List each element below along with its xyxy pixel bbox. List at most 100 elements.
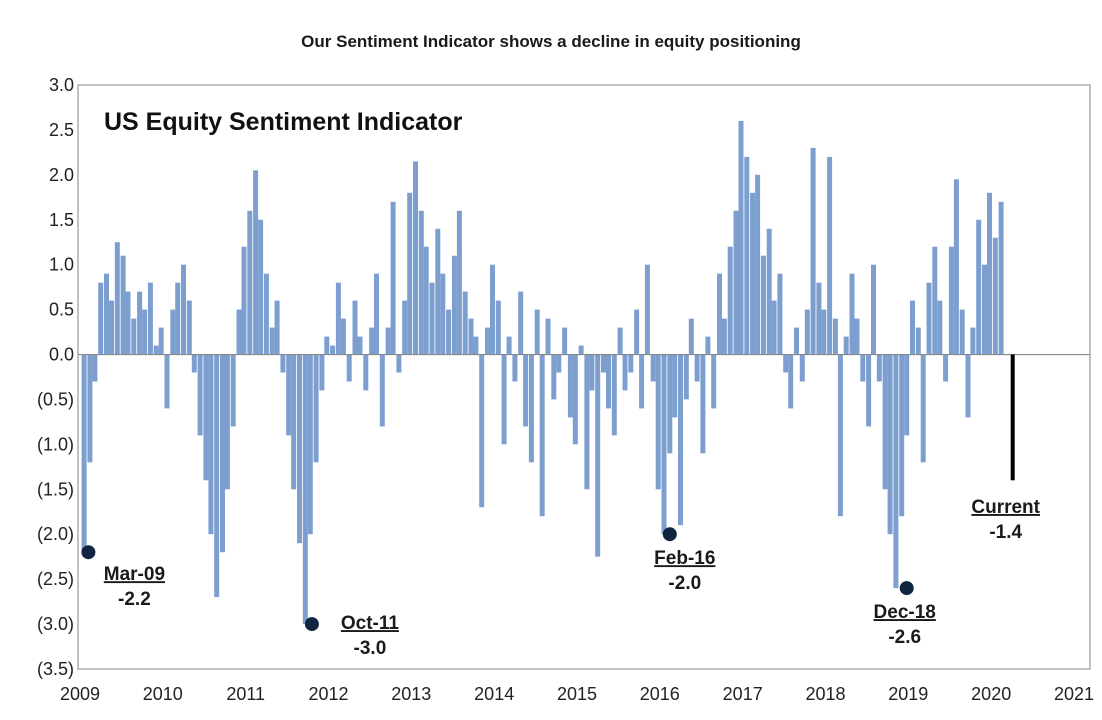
data-bar [114,242,120,355]
data-bar [777,273,783,355]
data-bar [578,345,584,355]
data-bar [203,354,209,481]
annotation-value: -2.0 [668,573,701,594]
data-bar [220,354,225,553]
data-bar [688,318,694,355]
annotation-value: -3.0 [354,638,387,659]
current-value-bar [1010,354,1015,481]
chart-title: Our Sentiment Indicator shows a decline … [301,32,801,51]
y-tick-label: 2.0 [49,165,74,185]
data-bar [904,354,910,436]
data-bar [915,327,921,355]
data-bar [125,291,131,355]
data-bar [258,219,264,355]
x-tick-label: 2013 [391,684,431,704]
data-bar [109,300,114,355]
data-bar [253,170,259,355]
data-bar [700,354,706,454]
y-axis-ticks: 3.0 2.5 2.0 1.5 1.0 0.5 0.0 (0.5) (1.0) (1.5) (2.0… [37,75,74,679]
y-tick-label: 2.5 [49,120,74,140]
data-bar [164,354,170,409]
data-bar [506,336,512,355]
data-bar [893,354,899,589]
data-bar [485,327,490,355]
data-bar [468,318,474,355]
annotations-layer: Mar-09 -2.2 Oct-11 -3.0 Feb-16 -2.0 Dec-18 -2.6… [81,497,1041,659]
data-bar [435,228,441,355]
data-bar [755,174,761,355]
bars-layer [81,120,1004,624]
data-bar [721,318,727,355]
data-bar [523,354,529,427]
x-tick-label: 2012 [308,684,348,704]
data-bar [545,318,551,355]
data-bar [932,246,938,355]
data-bar [462,291,468,355]
y-tick-label: 1.0 [49,255,74,275]
data-bar [297,354,302,544]
data-bar [943,354,949,382]
data-bar [794,327,799,355]
data-bar [236,309,242,355]
data-bar [147,282,153,355]
annotation-label: Mar-09 [104,564,165,585]
data-bar [595,354,601,557]
data-bar [744,156,750,355]
data-bar [473,336,479,355]
data-bar [307,354,313,535]
x-axis-ticks: 2009 2010 2011 2012 2013 2014 2015 2016 2017 2018… [60,684,1094,704]
data-bar [208,354,214,535]
y-tick-label: (1.5) [37,479,74,499]
data-bar [340,318,346,355]
data-bar [672,354,678,418]
data-bar [407,192,413,355]
data-bar [667,354,673,454]
data-bar [644,264,650,355]
x-tick-label: 2016 [640,684,680,704]
annotation-value: -2.2 [118,589,151,610]
data-bar [363,354,369,391]
data-bar [451,255,457,355]
annotation-label: Feb-16 [654,548,715,569]
data-bar [816,282,822,355]
data-bar [771,300,777,355]
data-bar [992,237,998,355]
data-bar [920,354,926,463]
data-bar [302,354,308,624]
data-bar [694,354,700,382]
data-bar [186,300,192,355]
data-bar [910,300,915,355]
data-bar [639,354,645,409]
data-bar [589,354,595,391]
data-bar [804,309,810,355]
annotation-label: Current [971,497,1040,518]
data-bar [153,345,159,355]
data-bar [866,354,872,427]
data-bar [539,354,545,517]
data-bar [611,354,617,436]
data-bar [628,354,634,373]
data-bar [876,354,882,382]
data-bar [887,354,893,535]
data-bar [705,336,711,355]
data-bar [137,291,143,355]
data-bar [926,282,932,355]
x-tick-label: 2017 [723,684,763,704]
data-bar [369,327,375,355]
data-bar [396,354,402,373]
annotation-marker [899,581,914,596]
data-bar [650,354,656,382]
y-tick-label: (0.5) [37,390,74,410]
data-bar [224,354,230,490]
data-bar [832,318,838,355]
data-bar [181,264,186,355]
data-bar [142,309,148,355]
data-bar [214,354,220,598]
data-bar [567,354,573,418]
data-bar [982,264,987,355]
y-tick-label: 0.0 [49,345,74,365]
data-bar [352,300,358,355]
data-bar [501,354,507,445]
data-bar [783,354,789,373]
data-bar [423,246,429,355]
